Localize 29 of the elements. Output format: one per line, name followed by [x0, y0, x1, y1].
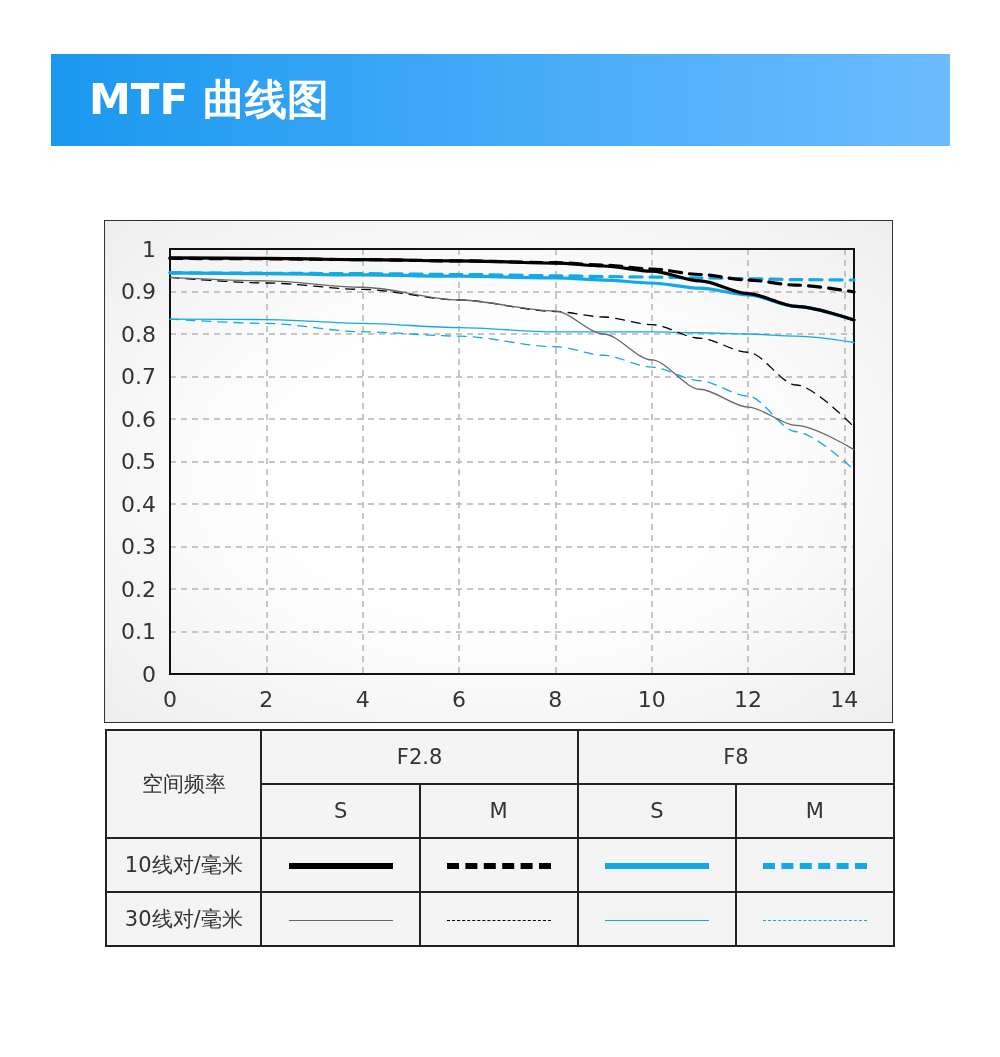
text: F2.8 [261, 730, 578, 784]
text: S [261, 784, 420, 838]
text: 空间频率 [106, 730, 262, 838]
y-tick-label: 0.2 [121, 576, 156, 602]
text: S [577, 784, 736, 838]
y-tick-label: 0.6 [121, 406, 156, 432]
y-tick-label: 0.4 [121, 491, 156, 517]
y-tick-label: 0 [142, 661, 156, 687]
x-tick-label: 0 [163, 686, 177, 712]
x-tick-label: 4 [355, 686, 370, 712]
x-tick-label: 8 [548, 686, 563, 712]
y-tick-label: 0.1 [121, 619, 156, 644]
chart-title: MTF 曲线图 [89, 74, 329, 126]
y-tick-label: 0.5 [121, 449, 156, 474]
x-tick-label: 14 [830, 686, 859, 712]
x-tick-label: 10 [637, 686, 666, 712]
text: M [735, 784, 894, 838]
text: 10线对/毫米 [106, 838, 262, 892]
text: F8 [577, 730, 894, 784]
text: M [419, 784, 578, 838]
x-tick-label: 12 [734, 686, 763, 712]
x-tick-label: 6 [452, 686, 467, 712]
x-tick-label: 2 [259, 686, 274, 712]
text: 30线对/毫米 [106, 892, 262, 946]
y-tick-label: 0.9 [121, 279, 156, 304]
y-tick-label: 0.8 [121, 321, 156, 347]
y-tick-label: 0.3 [121, 534, 156, 559]
y-tick-label: 1 [142, 236, 156, 262]
y-tick-label: 0.7 [121, 364, 156, 389]
